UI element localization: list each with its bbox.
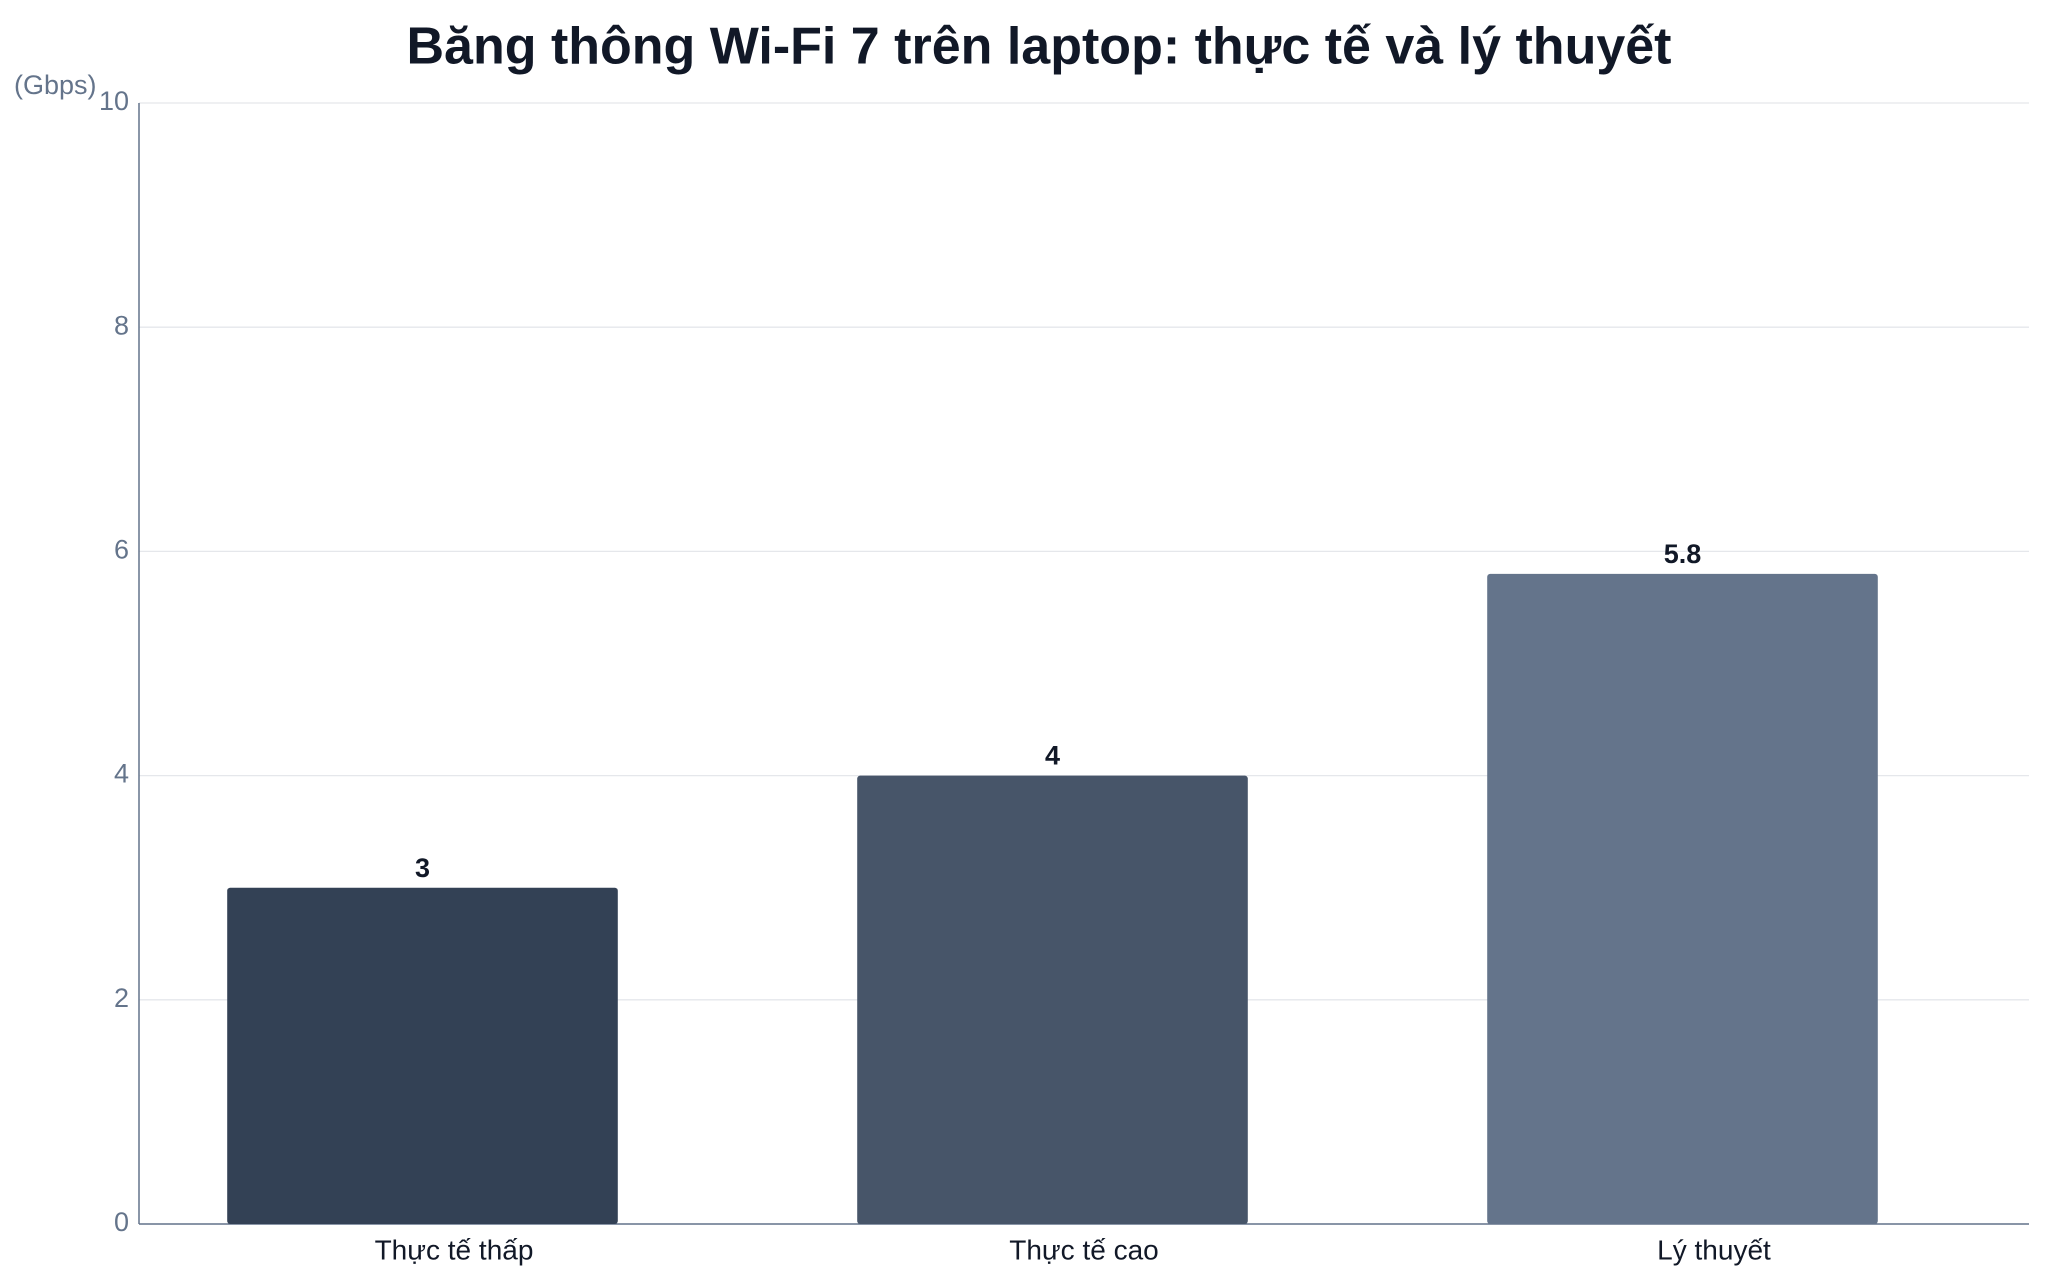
y-tick-label: 10 <box>99 86 129 116</box>
value-label: 4 <box>1045 741 1060 771</box>
y-tick-label: 2 <box>114 983 129 1013</box>
chart-title: Băng thông Wi-Fi 7 trên laptop: thực tế … <box>407 18 1672 76</box>
bar <box>857 775 1248 1224</box>
x-tick-label: Thực tế thấp <box>375 1234 534 1265</box>
value-label: 5.8 <box>1664 539 1702 569</box>
bar <box>227 887 618 1224</box>
value-label: 3 <box>415 853 430 883</box>
y-tick-label: 4 <box>114 759 129 789</box>
y-tick-label: 6 <box>114 535 129 565</box>
x-tick-label: Thực tế cao <box>1009 1234 1158 1265</box>
y-tick-label: 0 <box>114 1207 129 1237</box>
y-axis-label: (Gbps) <box>14 70 97 100</box>
y-tick-label: 8 <box>114 310 129 340</box>
bar <box>1487 573 1878 1224</box>
x-tick-label: Lý thuyết <box>1657 1234 1771 1265</box>
